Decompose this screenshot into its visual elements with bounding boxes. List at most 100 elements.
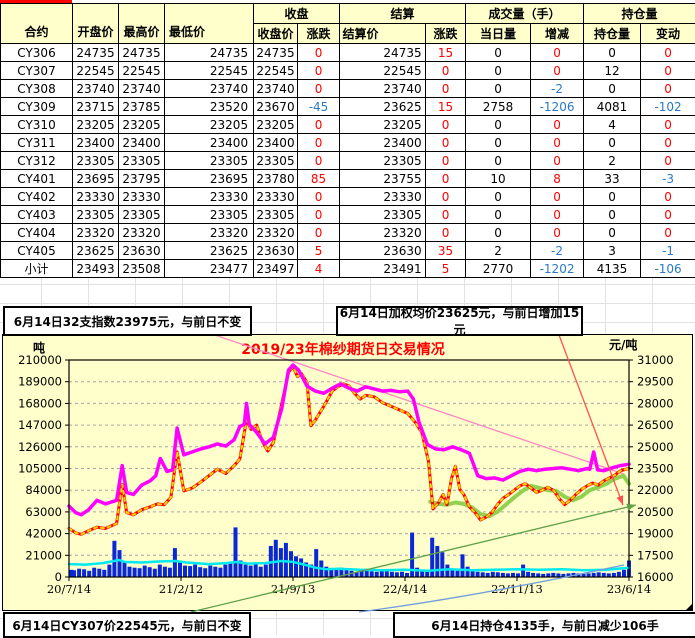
table-cell[interactable]: 23320 xyxy=(119,224,165,242)
table-cell[interactable]: 23330 xyxy=(165,188,254,206)
table-cell[interactable]: 0 xyxy=(426,152,466,170)
table-cell[interactable]: 22545 xyxy=(73,62,119,80)
table-cell[interactable]: 0 xyxy=(641,134,695,152)
table-cell[interactable]: 23305 xyxy=(119,206,165,224)
table-cell[interactable]: 23715 xyxy=(73,98,119,116)
table-cell[interactable]: 0 xyxy=(531,44,584,62)
table-cell[interactable]: 23400 xyxy=(73,134,119,152)
table-cell[interactable]: 0 xyxy=(466,80,531,98)
table-cell[interactable]: 8 xyxy=(531,170,584,188)
group-header[interactable]: 成交量（手） xyxy=(466,4,584,24)
table-cell[interactable]: 0 xyxy=(531,188,584,206)
table-cell[interactable]: 0 xyxy=(641,206,695,224)
table-cell[interactable]: 23740 xyxy=(165,80,254,98)
table-cell[interactable]: 4 xyxy=(298,260,340,278)
open-interest-banner[interactable]: 6月14日持仓4135手，与前日减少106手 xyxy=(393,612,695,638)
table-cell[interactable]: 23755 xyxy=(340,170,426,188)
table-cell[interactable]: 23305 xyxy=(340,206,426,224)
table-cell[interactable]: 0 xyxy=(584,188,641,206)
table-cell[interactable]: 0 xyxy=(298,44,340,62)
table-cell[interactable]: 0 xyxy=(298,116,340,134)
table-cell[interactable]: 23400 xyxy=(340,134,426,152)
table-cell[interactable]: 2770 xyxy=(466,260,531,278)
table-cell[interactable]: 0 xyxy=(466,188,531,206)
table-cell[interactable]: CY402 xyxy=(1,188,73,206)
table-cell[interactable]: 2758 xyxy=(466,98,531,116)
table-cell[interactable]: 0 xyxy=(426,62,466,80)
table-cell[interactable]: 2 xyxy=(466,242,531,260)
table-cell[interactable]: 23630 xyxy=(340,242,426,260)
table-cell[interactable]: 23625 xyxy=(165,242,254,260)
column-header[interactable]: 结算价 xyxy=(340,24,426,44)
table-cell[interactable]: 23330 xyxy=(73,188,119,206)
index-banner[interactable]: 6月14日32支指数23975元，与前日不变 xyxy=(3,306,252,336)
column-header[interactable]: 增减 xyxy=(531,24,584,44)
table-cell[interactable]: 22545 xyxy=(254,62,298,80)
table-cell[interactable]: CY309 xyxy=(1,98,73,116)
table-cell[interactable]: 0 xyxy=(426,170,466,188)
table-cell[interactable]: CY310 xyxy=(1,116,73,134)
table-cell[interactable]: 23305 xyxy=(254,152,298,170)
table-cell[interactable]: 23205 xyxy=(73,116,119,134)
group-header[interactable]: 持仓量 xyxy=(584,4,695,24)
table-cell[interactable]: 23740 xyxy=(119,80,165,98)
table-cell[interactable]: 23477 xyxy=(165,260,254,278)
column-header[interactable]: 变动 xyxy=(641,24,695,44)
table-cell[interactable]: 2 xyxy=(584,152,641,170)
table-cell[interactable]: 0 xyxy=(641,62,695,80)
table-cell[interactable]: 23497 xyxy=(254,260,298,278)
table-cell[interactable]: CY308 xyxy=(1,80,73,98)
table-cell[interactable]: 23520 xyxy=(165,98,254,116)
table-cell[interactable]: 23630 xyxy=(254,242,298,260)
column-header[interactable]: 收盘价 xyxy=(254,24,298,44)
table-cell[interactable]: 23785 xyxy=(119,98,165,116)
table-cell[interactable]: CY307 xyxy=(1,62,73,80)
table-cell[interactable]: 24735 xyxy=(340,44,426,62)
table-cell[interactable]: 24735 xyxy=(73,44,119,62)
table-cell[interactable]: 5 xyxy=(426,260,466,278)
table-cell[interactable]: 0 xyxy=(531,134,584,152)
table-cell[interactable]: 23320 xyxy=(165,224,254,242)
table-cell[interactable]: 23493 xyxy=(73,260,119,278)
table-cell[interactable]: 23205 xyxy=(254,116,298,134)
column-header[interactable]: 最低价 xyxy=(165,4,254,44)
table-cell[interactable]: 0 xyxy=(584,80,641,98)
table-cell[interactable]: 24735 xyxy=(119,44,165,62)
table-cell[interactable]: 23305 xyxy=(254,206,298,224)
table-cell[interactable]: 33 xyxy=(584,170,641,188)
table-cell[interactable]: 0 xyxy=(426,116,466,134)
table-cell[interactable]: 35 xyxy=(426,242,466,260)
table-cell[interactable]: 23320 xyxy=(73,224,119,242)
table-cell[interactable]: 22545 xyxy=(165,62,254,80)
table-cell[interactable]: 15 xyxy=(426,98,466,116)
table-cell[interactable]: 23305 xyxy=(165,206,254,224)
table-cell[interactable]: 0 xyxy=(641,80,695,98)
table-cell[interactable]: 23205 xyxy=(340,116,426,134)
table-cell[interactable]: 0 xyxy=(426,206,466,224)
table-cell[interactable]: 0 xyxy=(298,80,340,98)
table-cell[interactable]: CY405 xyxy=(1,242,73,260)
table-cell[interactable]: 5 xyxy=(298,242,340,260)
table-cell[interactable]: 0 xyxy=(466,134,531,152)
table-cell[interactable]: 0 xyxy=(641,116,695,134)
cy307-price-banner[interactable]: 6月14日CY307价22545元，与前日不变 xyxy=(3,612,251,638)
table-cell[interactable]: 23508 xyxy=(119,260,165,278)
table-cell[interactable]: 0 xyxy=(298,206,340,224)
table-cell[interactable]: 3 xyxy=(584,242,641,260)
table-cell[interactable]: 0 xyxy=(466,206,531,224)
table-cell[interactable]: 24735 xyxy=(165,44,254,62)
table-cell[interactable]: CY404 xyxy=(1,224,73,242)
table-cell[interactable]: 23320 xyxy=(254,224,298,242)
table-cell[interactable]: 22545 xyxy=(340,62,426,80)
table-cell[interactable]: 23491 xyxy=(340,260,426,278)
column-header[interactable]: 合约 xyxy=(1,4,73,44)
table-cell[interactable]: 0 xyxy=(584,44,641,62)
table-cell[interactable]: 0 xyxy=(298,188,340,206)
table-cell[interactable]: -102 xyxy=(641,98,695,116)
table-cell[interactable]: 23205 xyxy=(165,116,254,134)
table-cell[interactable]: 23625 xyxy=(73,242,119,260)
table-cell[interactable]: 23330 xyxy=(254,188,298,206)
table-cell[interactable]: 23305 xyxy=(73,206,119,224)
table-cell[interactable]: 0 xyxy=(531,224,584,242)
table-cell[interactable]: CY311 xyxy=(1,134,73,152)
